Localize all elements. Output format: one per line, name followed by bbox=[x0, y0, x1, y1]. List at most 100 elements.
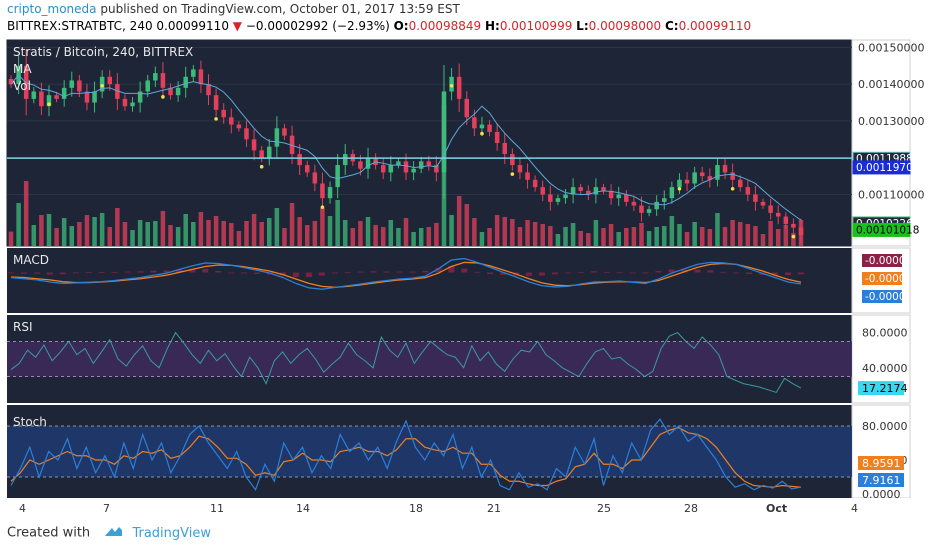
candle bbox=[464, 91, 470, 125]
volume-bar bbox=[426, 227, 432, 246]
volume-bar bbox=[327, 216, 333, 246]
candle bbox=[160, 62, 166, 99]
svg-text:-0.0000: -0.0000 bbox=[865, 255, 906, 267]
time-tick: 14 bbox=[296, 502, 310, 515]
volume-bar bbox=[411, 232, 416, 246]
candle bbox=[69, 71, 75, 97]
signal-dot bbox=[320, 205, 325, 209]
macd-histogram-bar bbox=[85, 272, 92, 273]
signal-dot bbox=[449, 83, 454, 88]
volume-bar bbox=[335, 200, 340, 246]
volume-bar bbox=[61, 218, 67, 246]
volume-bar bbox=[472, 218, 477, 246]
macd-histogram-bar bbox=[318, 272, 325, 276]
stoch-tick: 0.0000 bbox=[862, 488, 901, 501]
macd-histogram-bar bbox=[370, 271, 377, 273]
candle bbox=[601, 183, 606, 195]
macd-histogram-bar bbox=[487, 272, 494, 274]
volume-bar bbox=[586, 233, 591, 246]
candle bbox=[540, 180, 545, 202]
candle bbox=[54, 91, 59, 103]
candle bbox=[312, 164, 318, 192]
volume-bar bbox=[730, 220, 735, 246]
candle bbox=[525, 163, 530, 189]
low-label: L: bbox=[576, 19, 589, 33]
volume-bar bbox=[304, 225, 310, 246]
macd-pane bbox=[7, 248, 852, 313]
volume-bar bbox=[532, 222, 538, 246]
tradingview-brand[interactable]: TradingView bbox=[132, 525, 211, 541]
author-link[interactable]: cripto_moneda bbox=[7, 2, 97, 16]
candle bbox=[730, 163, 735, 189]
macd-histogram-bar bbox=[746, 272, 753, 274]
svg-text:17.2174: 17.2174 bbox=[862, 382, 908, 395]
volume-bar bbox=[707, 229, 713, 246]
candle bbox=[631, 196, 637, 212]
candle bbox=[699, 166, 705, 182]
time-tick: 25 bbox=[597, 502, 611, 515]
candle bbox=[548, 185, 553, 211]
candle bbox=[646, 205, 652, 217]
price-tick: 0.00110000 bbox=[858, 189, 924, 202]
svg-text:-0.0000: -0.0000 bbox=[865, 291, 906, 303]
signal-dot bbox=[480, 131, 484, 136]
macd-histogram-bar bbox=[344, 271, 351, 273]
macd-histogram-bar bbox=[616, 271, 623, 273]
rsi-label: RSI bbox=[13, 320, 33, 334]
volume-bar bbox=[206, 220, 211, 246]
candle bbox=[555, 194, 561, 206]
volume-bar bbox=[267, 218, 272, 246]
volume-bar bbox=[715, 213, 720, 246]
trading-chart[interactable]: Stratis / Bitcoin, 240, BITTREX MA Vol 0… bbox=[0, 38, 932, 518]
candle bbox=[791, 218, 796, 234]
volume-bar bbox=[282, 228, 287, 246]
price-tick: 0.00150000 bbox=[858, 41, 924, 54]
volume-bar bbox=[601, 228, 606, 246]
candle bbox=[130, 97, 135, 112]
volume-bar bbox=[783, 225, 789, 246]
candle bbox=[153, 66, 158, 88]
volume-bar bbox=[69, 226, 75, 246]
open-value: 0.00098849 bbox=[408, 19, 482, 33]
time-tick: 21 bbox=[487, 502, 501, 515]
time-tick: 28 bbox=[684, 502, 698, 515]
candle bbox=[282, 123, 287, 141]
candle bbox=[31, 87, 37, 104]
volume-bar bbox=[175, 227, 181, 246]
candle bbox=[244, 120, 249, 148]
macd-value-label: -0.0000 bbox=[862, 290, 906, 303]
macd-histogram-bar bbox=[694, 269, 701, 273]
volume-bar bbox=[54, 228, 59, 246]
chart-title: Stratis / Bitcoin, 240, BITTREX bbox=[13, 45, 193, 59]
candle bbox=[768, 198, 773, 220]
volume-bar bbox=[198, 212, 204, 246]
macd-histogram-bar bbox=[603, 271, 610, 273]
volume-bar bbox=[115, 208, 120, 246]
volume-bar bbox=[631, 227, 637, 246]
candle bbox=[593, 178, 599, 204]
candle bbox=[586, 185, 591, 201]
volume-bar bbox=[494, 215, 500, 246]
price-label: 0.00101018 bbox=[852, 222, 919, 237]
macd-histogram-bar bbox=[137, 271, 144, 273]
down-arrow-icon: ▼ bbox=[232, 19, 243, 33]
macd-histogram-bar bbox=[241, 272, 248, 274]
macd-value-label: -0.0000 bbox=[862, 254, 906, 267]
open-label: O: bbox=[393, 19, 409, 33]
candle bbox=[456, 63, 462, 113]
rsi-tick: 80.0000 bbox=[862, 327, 908, 340]
macd-histogram-bar bbox=[707, 270, 714, 273]
signal-dot bbox=[47, 102, 51, 106]
candle bbox=[267, 138, 272, 166]
volume-bar bbox=[502, 217, 508, 246]
volume-bar bbox=[145, 222, 150, 246]
macd-histogram-bar bbox=[655, 271, 662, 273]
macd-histogram-bar bbox=[564, 272, 571, 274]
volume-bar bbox=[479, 232, 485, 246]
macd-histogram-bar bbox=[98, 272, 105, 273]
macd-histogram-bar bbox=[305, 272, 312, 277]
candle bbox=[175, 81, 181, 102]
candle bbox=[373, 153, 378, 170]
macd-histogram-bar bbox=[176, 269, 183, 273]
macd-histogram-bar bbox=[33, 272, 40, 274]
